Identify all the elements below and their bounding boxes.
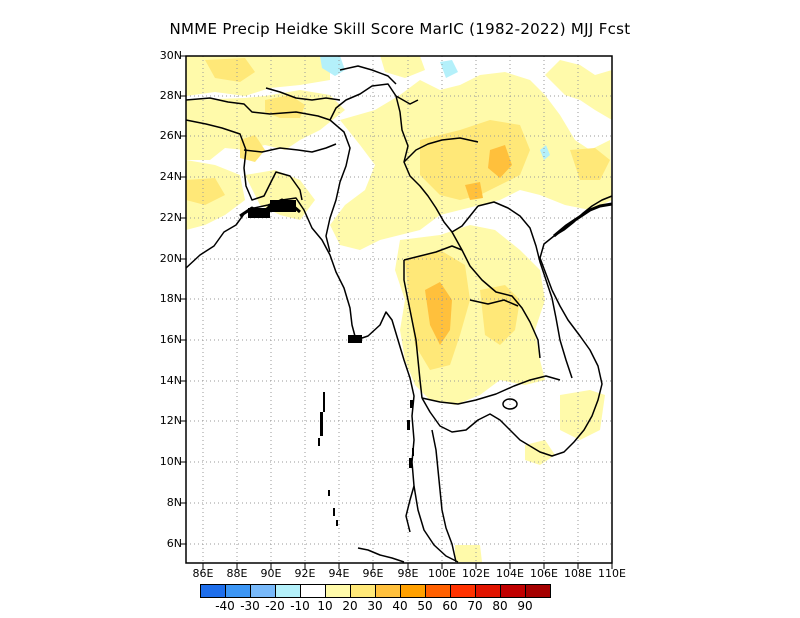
- colorbar-box: [275, 584, 301, 598]
- lon-label: 108E: [564, 567, 592, 580]
- colorbar-box: [325, 584, 351, 598]
- colorbar-box: [200, 584, 226, 598]
- colorbar-label: 50: [417, 599, 433, 613]
- colorbar: [200, 584, 551, 598]
- colorbar-label: 60: [442, 599, 458, 613]
- lat-label: 8N: [166, 496, 182, 509]
- colorbar-label: 40: [392, 599, 408, 613]
- map-title: NMME Precip Heidke Skill Score MarIC (19…: [169, 20, 631, 38]
- colorbar-label: -10: [290, 599, 310, 613]
- colorbar-label: -20: [265, 599, 285, 613]
- colorbar-box: [350, 584, 376, 598]
- lat-label: 24N: [159, 170, 182, 183]
- islands: [248, 200, 414, 526]
- colorbar-label: 20: [342, 599, 358, 613]
- lat-label: 10N: [159, 455, 182, 468]
- lon-label: 92E: [294, 567, 316, 580]
- lon-label: 110E: [598, 567, 626, 580]
- tick-marks: [180, 55, 613, 569]
- lat-label: 18N: [159, 292, 182, 305]
- lat-label: 22N: [159, 211, 182, 224]
- colorbar-label: 80: [492, 599, 508, 613]
- lon-label: 90E: [260, 567, 282, 580]
- colorbar-label: 30: [367, 599, 383, 613]
- colorbar-label: -30: [240, 599, 260, 613]
- colorbar-box: [500, 584, 526, 598]
- lon-label: 86E: [192, 567, 214, 580]
- lon-label: 88E: [226, 567, 248, 580]
- colorbar-box: [400, 584, 426, 598]
- map-frame: [185, 55, 613, 564]
- skill-10-20-areas: [186, 55, 612, 562]
- lat-label: 16N: [159, 333, 182, 346]
- lat-label: 14N: [159, 374, 182, 387]
- colorbar-box: [475, 584, 501, 598]
- lat-label: 26N: [159, 129, 182, 142]
- colorbar-box: [300, 584, 326, 598]
- colorbar-box: [525, 584, 551, 598]
- colorbar-box: [450, 584, 476, 598]
- lat-label: 12N: [159, 414, 182, 427]
- lon-label: 96E: [362, 567, 384, 580]
- lon-label: 102E: [462, 567, 490, 580]
- skill-shading: [186, 55, 612, 562]
- lon-label: 106E: [530, 567, 558, 580]
- lat-label: 30N: [159, 49, 182, 62]
- lat-label: 28N: [159, 89, 182, 102]
- lat-label: 6N: [166, 537, 182, 550]
- colorbar-label: 10: [317, 599, 333, 613]
- lon-label: 100E: [428, 567, 456, 580]
- lon-label: 104E: [496, 567, 524, 580]
- colorbar-box: [425, 584, 451, 598]
- lat-label: 20N: [159, 252, 182, 265]
- gridlines: [186, 56, 612, 563]
- colorbar-label: -40: [215, 599, 235, 613]
- lon-label: 98E: [397, 567, 419, 580]
- colorbar-box: [225, 584, 251, 598]
- colorbar-label: 70: [467, 599, 483, 613]
- colorbar-label: 90: [517, 599, 533, 613]
- lon-label: 94E: [328, 567, 350, 580]
- skill-30-40-areas: [425, 145, 512, 345]
- colorbar-box: [250, 584, 276, 598]
- colorbar-box: [375, 584, 401, 598]
